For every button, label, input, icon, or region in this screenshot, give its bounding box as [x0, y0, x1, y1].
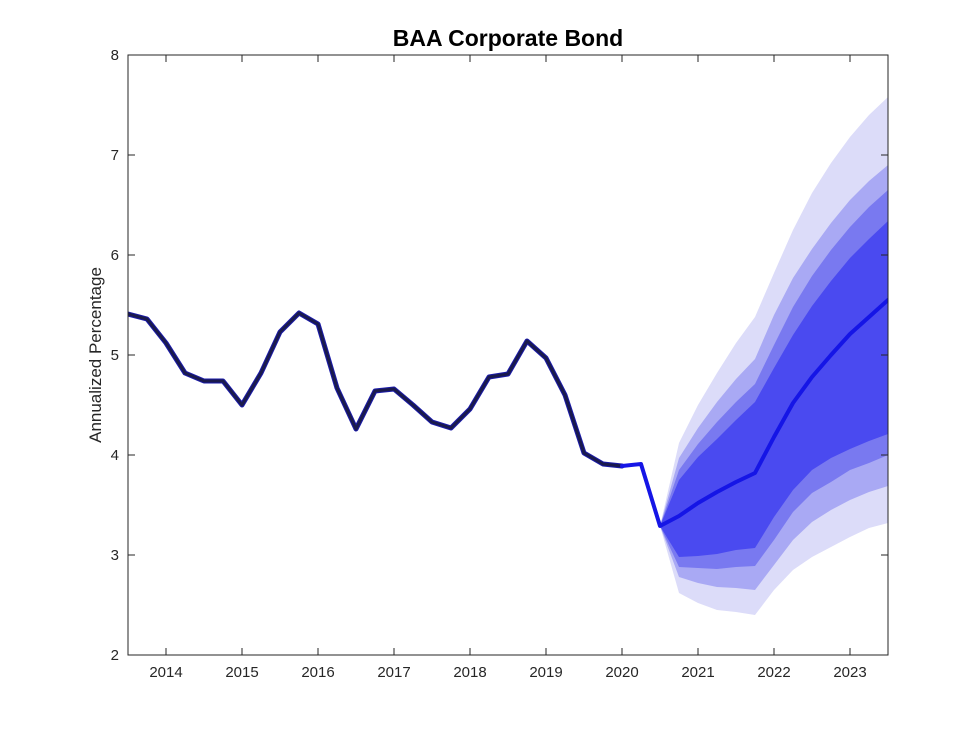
- y-tick-label: 5: [111, 347, 119, 364]
- x-tick-label: 2015: [225, 664, 258, 681]
- series-lines: [128, 298, 888, 528]
- chart-title: BAA Corporate Bond: [393, 25, 623, 51]
- x-tick-label: 2014: [149, 664, 182, 681]
- y-tick-label: 3: [111, 547, 119, 564]
- y-axis: 2 3 4 5 6 7 8: [111, 47, 888, 664]
- x-tick-label: 2021: [681, 664, 714, 681]
- y-tick-label: 8: [111, 47, 119, 64]
- y-axis-label: Annualized Percentage: [86, 267, 105, 443]
- forecast-median-line: [620, 298, 888, 528]
- confidence-bands: [660, 97, 888, 615]
- history-line: [128, 311, 624, 468]
- y-tick-label: 6: [111, 247, 119, 264]
- x-tick-label: 2022: [757, 664, 790, 681]
- x-tick-label: 2016: [301, 664, 334, 681]
- confidence-band-4: [660, 221, 888, 557]
- y-tick-label: 2: [111, 647, 119, 664]
- y-tick-label: 7: [111, 147, 119, 164]
- x-tick-label: 2020: [605, 664, 638, 681]
- x-axis: 2014 2015 2016 2017 2018 2019 2020 2021 2022 2023: [149, 55, 867, 681]
- x-tick-label: 2017: [377, 664, 410, 681]
- y-tick-label: 4: [111, 447, 119, 464]
- x-tick-label: 2023: [833, 664, 866, 681]
- x-tick-label: 2018: [453, 664, 486, 681]
- x-tick-label: 2019: [529, 664, 562, 681]
